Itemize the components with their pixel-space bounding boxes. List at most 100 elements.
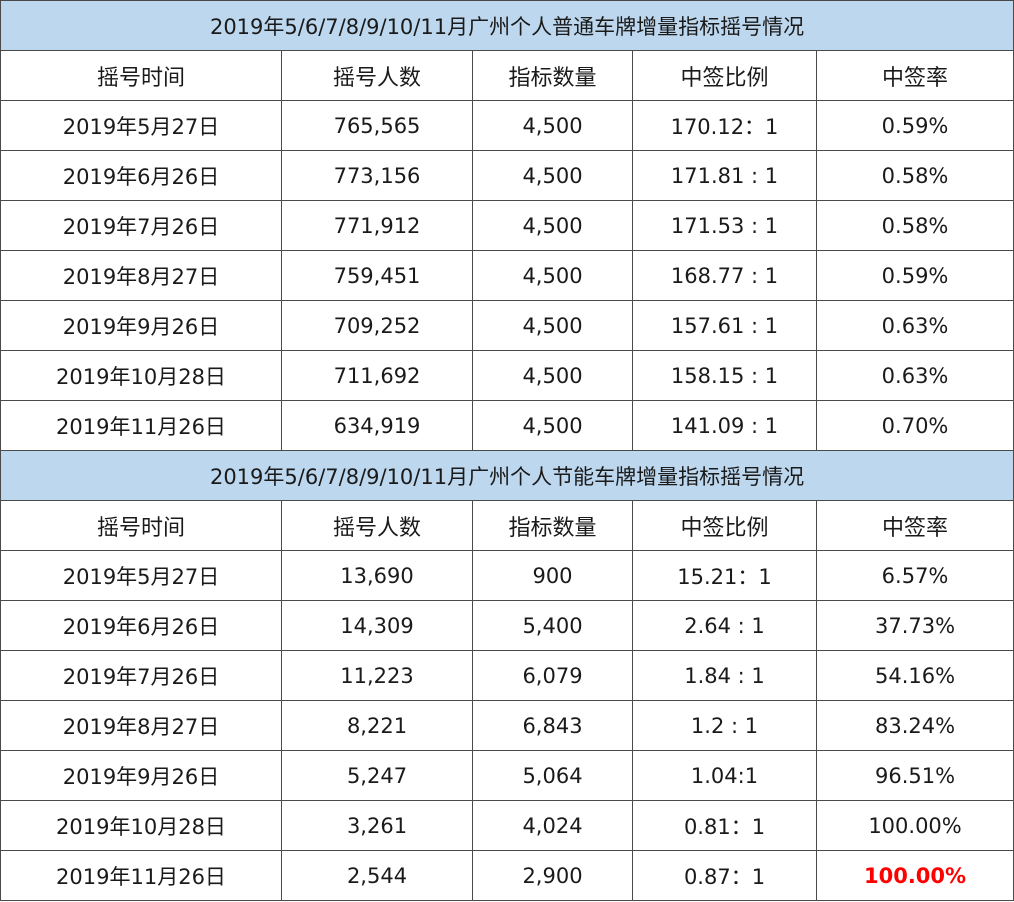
- table-row: 2019年7月26日 11,223 6,079 1.84 : 1 54.16%: [0, 650, 1014, 701]
- table-row: 2019年10月28日 3,261 4,024 0.81：1 100.00%: [0, 800, 1014, 851]
- win-rate-cell: 83.24%: [815, 700, 1014, 751]
- win-ratio-cell: 170.12：1: [632, 100, 817, 151]
- table-row: 2019年8月27日 759,451 4,500 168.77 : 1 0.59…: [0, 250, 1014, 301]
- win-rate-cell: 0.63%: [815, 350, 1014, 401]
- applicants-cell: 709,252: [281, 300, 473, 351]
- header-win-rate: 中签率: [815, 500, 1014, 551]
- win-ratio-cell: 168.77 : 1: [632, 250, 817, 301]
- table-row: 2019年7月26日 771,912 4,500 171.53 : 1 0.58…: [0, 200, 1014, 251]
- win-ratio-cell: 1.04:1: [632, 750, 817, 801]
- header-win-rate: 中签率: [815, 50, 1014, 101]
- draw-date-cell: 2019年8月27日: [0, 700, 282, 751]
- header-applicants: 摇号人数: [281, 500, 473, 551]
- win-rate-cell: 6.57%: [815, 550, 1014, 601]
- quota-cell: 2,900: [472, 850, 633, 901]
- energy-saving-plate-section-title: 2019年5/6/7/8/9/10/11月广州个人节能车牌增量指标摇号情况: [0, 450, 1014, 501]
- table-row: 2019年6月26日 14,309 5,400 2.64 : 1 37.73%: [0, 600, 1014, 651]
- draw-date-cell: 2019年7月26日: [0, 650, 282, 701]
- draw-date-cell: 2019年6月26日: [0, 600, 282, 651]
- win-rate-cell: 0.70%: [815, 400, 1014, 451]
- draw-date-cell: 2019年11月26日: [0, 400, 282, 451]
- quota-cell: 4,500: [472, 100, 633, 151]
- win-rate-cell: 96.51%: [815, 750, 1014, 801]
- draw-date-cell: 2019年8月27日: [0, 250, 282, 301]
- applicants-cell: 759,451: [281, 250, 473, 301]
- applicants-cell: 13,690: [281, 550, 473, 601]
- win-ratio-cell: 171.81 : 1: [632, 150, 817, 201]
- applicants-cell: 771,912: [281, 200, 473, 251]
- quota-cell: 4,500: [472, 300, 633, 351]
- win-rate-cell: 0.59%: [815, 100, 1014, 151]
- quota-cell: 900: [472, 550, 633, 601]
- table-row: 2019年10月28日 711,692 4,500 158.15 : 1 0.6…: [0, 350, 1014, 401]
- table-row: 2019年6月26日 773,156 4,500 171.81 : 1 0.58…: [0, 150, 1014, 201]
- quota-cell: 4,500: [472, 400, 633, 451]
- applicants-cell: 11,223: [281, 650, 473, 701]
- quota-cell: 4,500: [472, 250, 633, 301]
- win-rate-cell-highlighted: 100.00%: [815, 850, 1014, 901]
- applicants-cell: 5,247: [281, 750, 473, 801]
- column-header-row: 摇号时间 摇号人数 指标数量 中签比例 中签率: [0, 50, 1014, 101]
- applicants-cell: 773,156: [281, 150, 473, 201]
- header-draw-date: 摇号时间: [0, 500, 282, 551]
- win-ratio-cell: 171.53 : 1: [632, 200, 817, 251]
- column-header-row: 摇号时间 摇号人数 指标数量 中签比例 中签率: [0, 500, 1014, 551]
- applicants-cell: 14,309: [281, 600, 473, 651]
- win-rate-cell: 0.63%: [815, 300, 1014, 351]
- header-quota: 指标数量: [472, 50, 633, 101]
- table-row: 2019年11月26日 634,919 4,500 141.09 : 1 0.7…: [0, 400, 1014, 451]
- draw-date-cell: 2019年9月26日: [0, 300, 282, 351]
- win-ratio-cell: 157.61 : 1: [632, 300, 817, 351]
- section-title-row: 2019年5/6/7/8/9/10/11月广州个人普通车牌增量指标摇号情况: [0, 0, 1014, 51]
- applicants-cell: 634,919: [281, 400, 473, 451]
- header-draw-date: 摇号时间: [0, 50, 282, 101]
- win-ratio-cell: 2.64 : 1: [632, 600, 817, 651]
- quota-cell: 6,843: [472, 700, 633, 751]
- win-ratio-cell: 0.81：1: [632, 800, 817, 851]
- header-applicants: 摇号人数: [281, 50, 473, 101]
- applicants-cell: 711,692: [281, 350, 473, 401]
- win-ratio-cell: 0.87：1: [632, 850, 817, 901]
- win-rate-cell: 100.00%: [815, 800, 1014, 851]
- draw-date-cell: 2019年5月27日: [0, 550, 282, 601]
- draw-date-cell: 2019年6月26日: [0, 150, 282, 201]
- table-row: 2019年8月27日 8,221 6,843 1.2 : 1 83.24%: [0, 700, 1014, 751]
- win-ratio-cell: 158.15 : 1: [632, 350, 817, 401]
- quota-cell: 4,024: [472, 800, 633, 851]
- quota-cell: 5,400: [472, 600, 633, 651]
- win-rate-cell: 0.58%: [815, 150, 1014, 201]
- win-ratio-cell: 15.21：1: [632, 550, 817, 601]
- header-win-ratio: 中签比例: [632, 50, 817, 101]
- draw-date-cell: 2019年10月28日: [0, 800, 282, 851]
- quota-cell: 4,500: [472, 150, 633, 201]
- table-row: 2019年9月26日 5,247 5,064 1.04:1 96.51%: [0, 750, 1014, 801]
- win-ratio-cell: 1.2 : 1: [632, 700, 817, 751]
- draw-date-cell: 2019年5月27日: [0, 100, 282, 151]
- section-title-row: 2019年5/6/7/8/9/10/11月广州个人节能车牌增量指标摇号情况: [0, 450, 1014, 501]
- draw-date-cell: 2019年11月26日: [0, 850, 282, 901]
- quota-cell: 5,064: [472, 750, 633, 801]
- applicants-cell: 2,544: [281, 850, 473, 901]
- win-rate-cell: 37.73%: [815, 600, 1014, 651]
- header-quota: 指标数量: [472, 500, 633, 551]
- win-rate-cell: 54.16%: [815, 650, 1014, 701]
- applicants-cell: 3,261: [281, 800, 473, 851]
- win-rate-cell: 0.58%: [815, 200, 1014, 251]
- draw-date-cell: 2019年7月26日: [0, 200, 282, 251]
- quota-cell: 4,500: [472, 200, 633, 251]
- applicants-cell: 765,565: [281, 100, 473, 151]
- draw-date-cell: 2019年9月26日: [0, 750, 282, 801]
- win-ratio-cell: 1.84 : 1: [632, 650, 817, 701]
- win-ratio-cell: 141.09 : 1: [632, 400, 817, 451]
- table-row: 2019年5月27日 13,690 900 15.21：1 6.57%: [0, 550, 1014, 601]
- draw-date-cell: 2019年10月28日: [0, 350, 282, 401]
- quota-cell: 6,079: [472, 650, 633, 701]
- regular-plate-section-title: 2019年5/6/7/8/9/10/11月广州个人普通车牌增量指标摇号情况: [0, 0, 1014, 51]
- table-row: 2019年11月26日 2,544 2,900 0.87：1 100.00%: [0, 850, 1014, 901]
- quota-cell: 4,500: [472, 350, 633, 401]
- applicants-cell: 8,221: [281, 700, 473, 751]
- header-win-ratio: 中签比例: [632, 500, 817, 551]
- table-row: 2019年5月27日 765,565 4,500 170.12：1 0.59%: [0, 100, 1014, 151]
- win-rate-cell: 0.59%: [815, 250, 1014, 301]
